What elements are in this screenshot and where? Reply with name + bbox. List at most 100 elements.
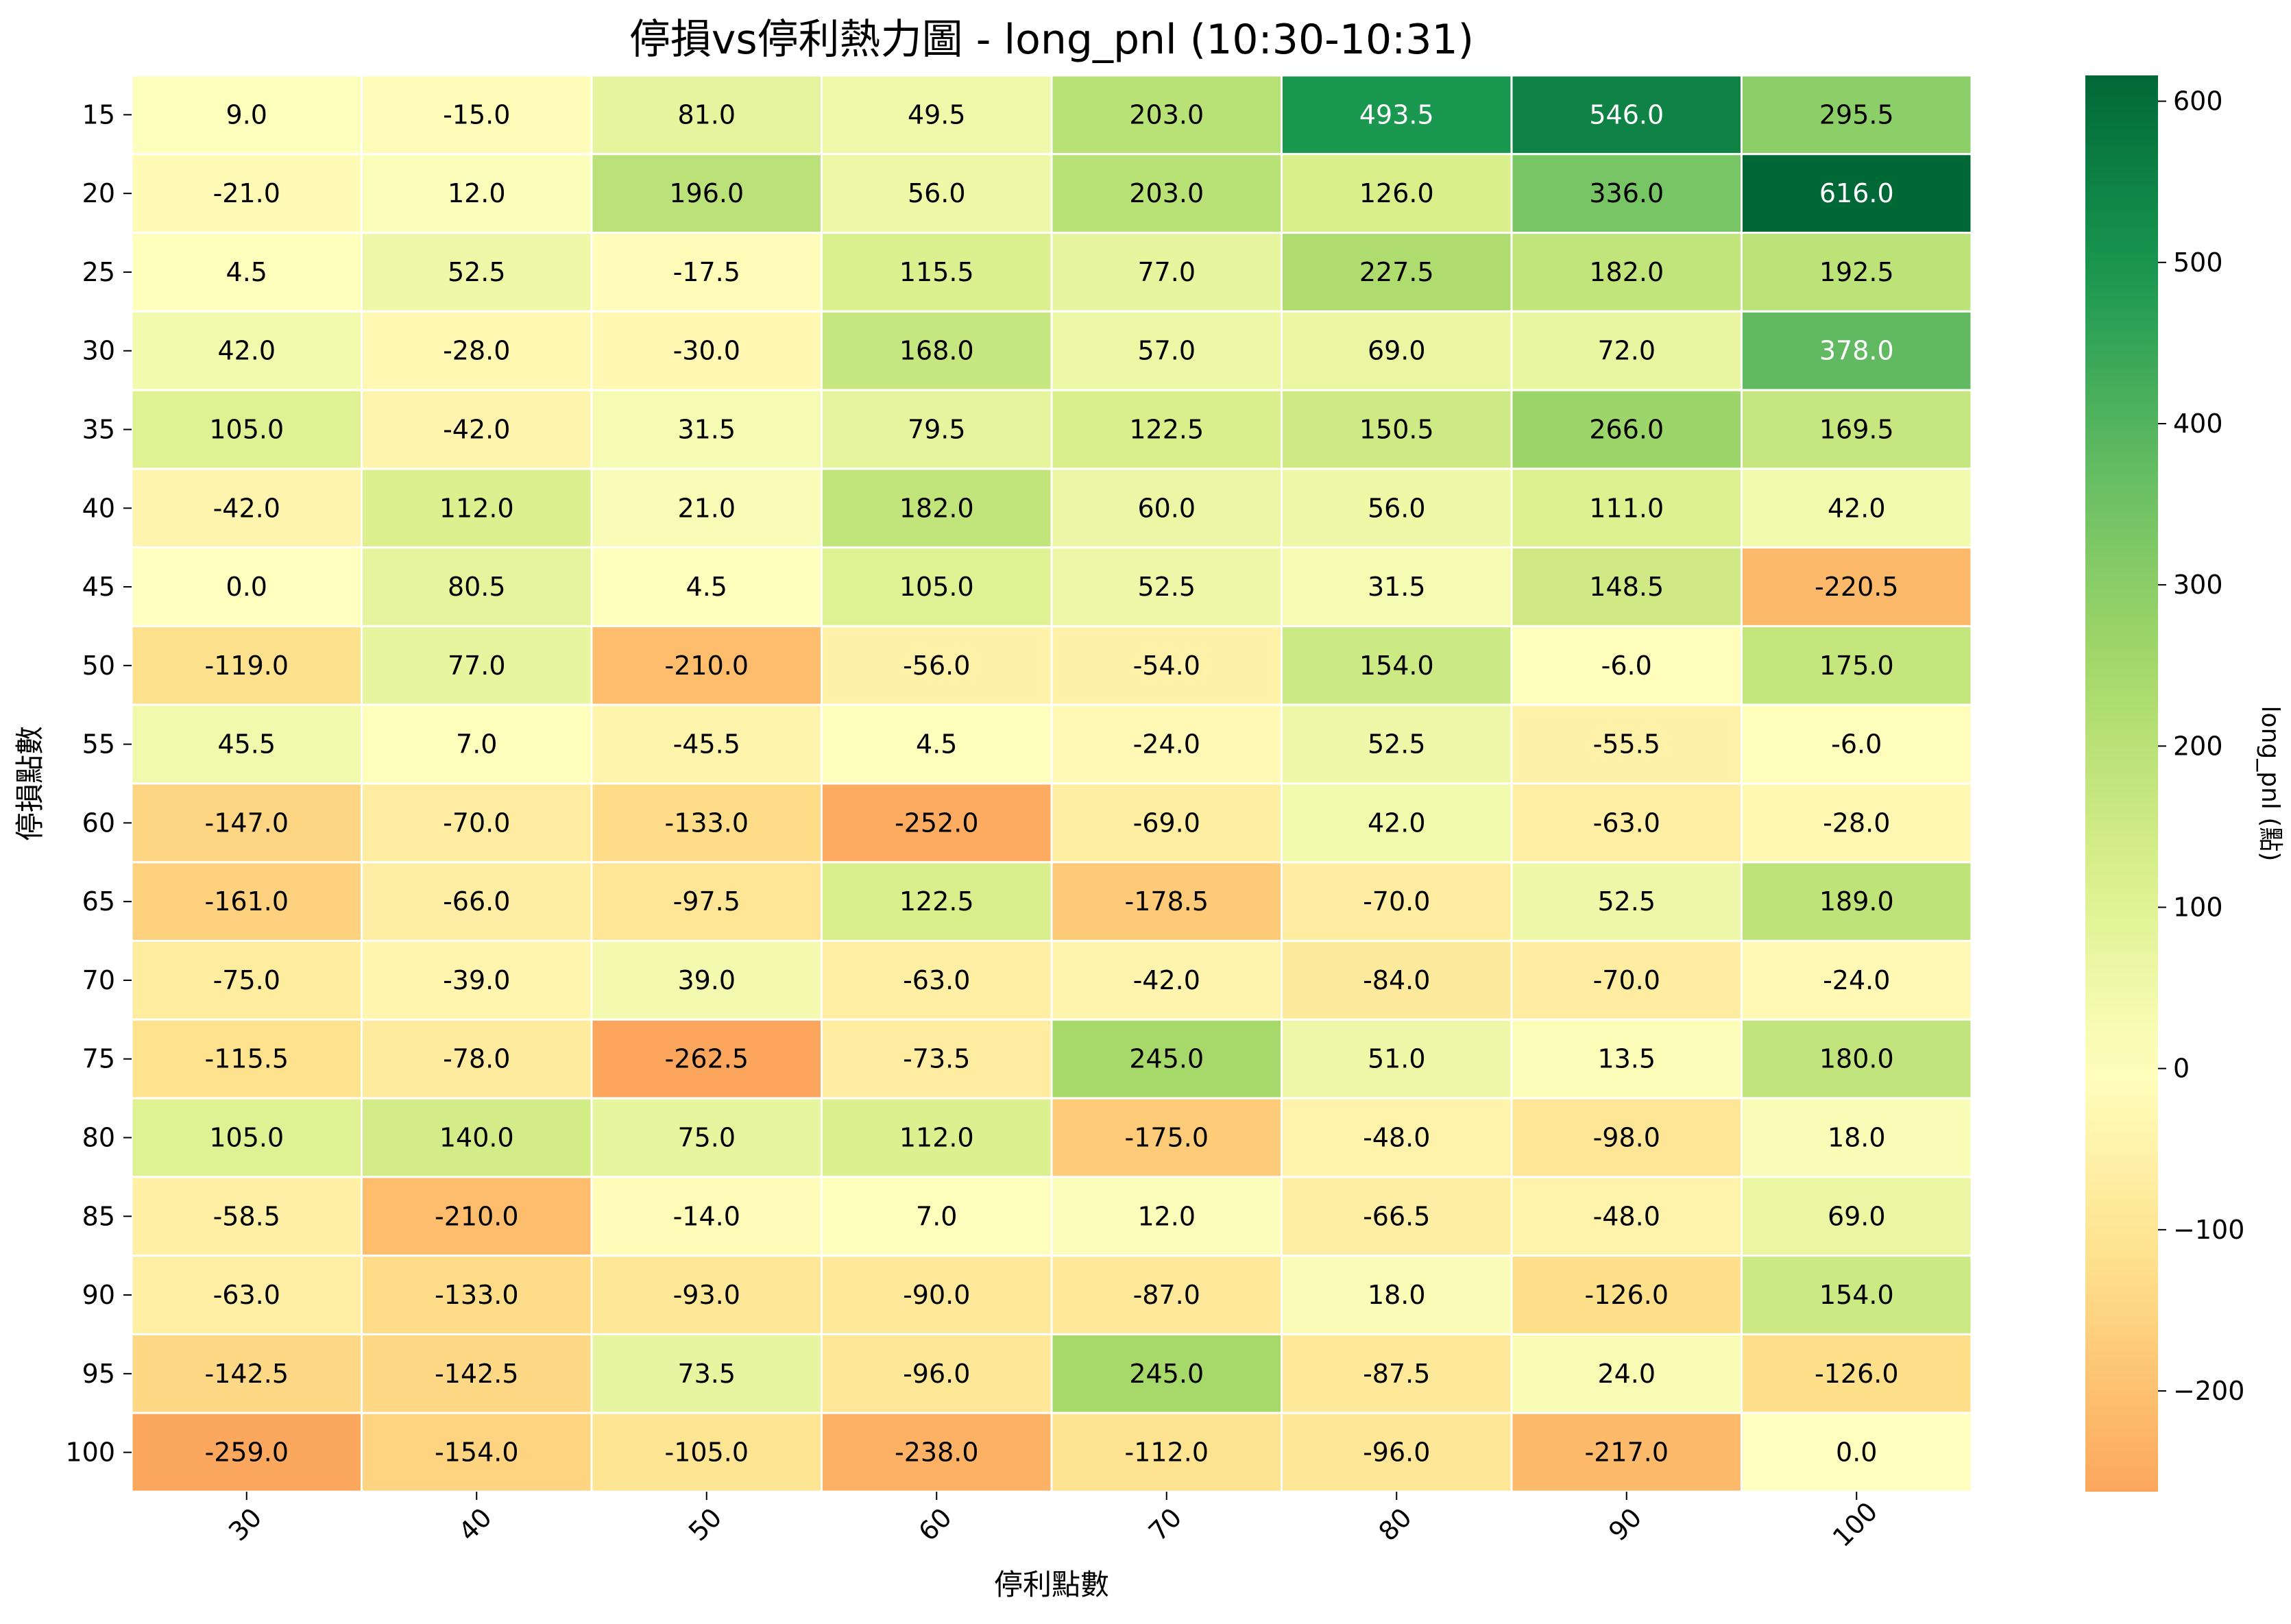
cell-value-label: 12.0 <box>1137 1201 1196 1231</box>
heatmap-cell <box>1050 232 1283 313</box>
cell-value-label: 4.5 <box>226 257 267 287</box>
y-tick-label: 45 <box>82 572 115 602</box>
cell-value-label: 79.5 <box>908 415 966 445</box>
y-tick-label: 25 <box>82 257 115 287</box>
cell-value-label: -133.0 <box>435 1280 519 1310</box>
cell-value-label: 51.0 <box>1368 1044 1426 1074</box>
cell-value-label: 150.5 <box>1359 415 1434 445</box>
heatmap-cell <box>1741 468 1973 549</box>
cell-value-label: 180.0 <box>1819 1044 1894 1074</box>
cell-value-label: -6.0 <box>1601 651 1652 681</box>
cell-value-label: 112.0 <box>899 1123 974 1153</box>
x-tick-label: 70 <box>1143 1502 1187 1547</box>
cell-value-label: -97.5 <box>673 886 740 917</box>
cell-value-label: 77.0 <box>1137 257 1196 287</box>
heatmap-cell <box>361 861 593 943</box>
cell-value-label: 49.5 <box>908 99 966 130</box>
cell-value-label: -75.0 <box>213 965 280 995</box>
cell-value-label: 52.5 <box>1597 886 1656 917</box>
cell-value-label: -66.5 <box>1363 1201 1430 1231</box>
chart-title: 停損vs停利熱力圖 - long_pnl (10:30-10:31) <box>629 16 1474 64</box>
cell-value-label: 245.0 <box>1129 1359 1204 1389</box>
cell-value-label: 196.0 <box>669 178 744 208</box>
x-axis-label: 停利點數 <box>994 1568 1109 1601</box>
heatmap-cell <box>1510 861 1743 943</box>
cell-value-label: 21.0 <box>677 493 736 523</box>
heatmap-cell <box>1510 1176 1743 1257</box>
y-tick-label: 40 <box>82 493 115 523</box>
heatmap-cell <box>590 625 823 706</box>
heatmap-cell <box>361 546 593 627</box>
cell-value-label: -126.0 <box>1585 1280 1669 1310</box>
cell-value-label: 126.0 <box>1359 178 1434 208</box>
heatmap-cell <box>1510 782 1743 864</box>
cell-value-label: -98.0 <box>1593 1123 1660 1153</box>
heatmap-cell <box>1281 1255 1513 1335</box>
heatmap-cell <box>130 1255 363 1335</box>
heatmap-cell <box>1281 782 1513 864</box>
cell-value-label: 39.0 <box>677 965 736 995</box>
heatmap-cell <box>1281 703 1513 785</box>
heatmap-cell <box>361 153 593 234</box>
heatmap-cell <box>590 1097 823 1178</box>
cell-value-label: -142.5 <box>205 1359 289 1389</box>
heatmap-cell <box>361 1411 593 1493</box>
y-tick-label: 20 <box>82 178 115 208</box>
y-tick-label: 65 <box>82 886 115 917</box>
cell-value-label: 105.0 <box>209 1123 284 1153</box>
cell-value-label: 52.5 <box>1368 729 1426 760</box>
colorbar-tick-label: 200 <box>2173 731 2223 761</box>
cell-value-label: 378.0 <box>1819 336 1894 366</box>
cell-value-label: -147.0 <box>205 808 289 838</box>
heatmap-cell <box>130 940 363 1021</box>
cell-value-label: 227.5 <box>1359 257 1434 287</box>
cell-value-label: -93.0 <box>673 1280 740 1310</box>
colorbar-tick-label: −200 <box>2173 1376 2244 1406</box>
colorbar-tick-label: 400 <box>2173 409 2223 439</box>
cell-value-label: -252.0 <box>895 808 979 838</box>
cell-value-label: -63.0 <box>1593 808 1660 838</box>
cell-value-label: 546.0 <box>1589 99 1664 130</box>
cell-value-label: 4.5 <box>686 572 727 602</box>
heatmap-cell <box>1050 546 1283 627</box>
heatmap-cell <box>590 1176 823 1257</box>
cell-value-label: 80.5 <box>448 572 506 602</box>
heatmap-cell <box>1050 468 1283 549</box>
cell-value-label: -63.0 <box>213 1280 280 1310</box>
cell-value-label: 122.5 <box>1129 415 1204 445</box>
cell-value-label: -42.0 <box>443 415 510 445</box>
x-tick-label: 80 <box>1372 1502 1417 1547</box>
cell-value-label: -238.0 <box>895 1438 979 1468</box>
heatmap-cell <box>1050 703 1283 785</box>
cell-value-label: 75.0 <box>677 1123 736 1153</box>
heatmap-cell <box>1741 1411 1973 1493</box>
heatmap-cell <box>1281 546 1513 627</box>
heatmap-cell <box>821 1176 1053 1257</box>
heatmap-cell <box>821 1097 1053 1178</box>
cell-value-label: 122.5 <box>899 886 974 917</box>
cell-value-label: -42.0 <box>213 493 280 523</box>
cell-value-label: 203.0 <box>1129 178 1204 208</box>
heatmap-cell <box>361 782 593 864</box>
cell-value-label: -78.0 <box>443 1044 510 1074</box>
heatmap-cell <box>1281 1018 1513 1100</box>
heatmap-cell <box>130 1097 363 1178</box>
x-tick-label: 90 <box>1603 1502 1647 1547</box>
cell-value-label: 12.0 <box>448 178 506 208</box>
cell-value-label: 168.0 <box>899 336 974 366</box>
cell-value-label: -210.0 <box>665 651 749 681</box>
heatmap-cell <box>130 1333 363 1414</box>
heatmap-cell <box>1510 940 1743 1021</box>
cell-value-label: 31.5 <box>1368 572 1426 602</box>
cell-value-label: 18.0 <box>1828 1123 1886 1153</box>
cell-value-label: -73.5 <box>903 1044 970 1074</box>
cell-value-label: -45.5 <box>673 729 740 760</box>
y-tick-label: 80 <box>82 1123 115 1153</box>
colorbar-tick-label: 600 <box>2173 86 2223 117</box>
cell-value-label: -21.0 <box>213 178 280 208</box>
cell-value-label: -28.0 <box>443 336 510 366</box>
cell-value-label: -105.0 <box>665 1438 749 1468</box>
heatmap-cell <box>590 310 823 391</box>
cell-value-label: -262.5 <box>665 1044 749 1074</box>
cell-value-label: -70.0 <box>1363 886 1430 917</box>
